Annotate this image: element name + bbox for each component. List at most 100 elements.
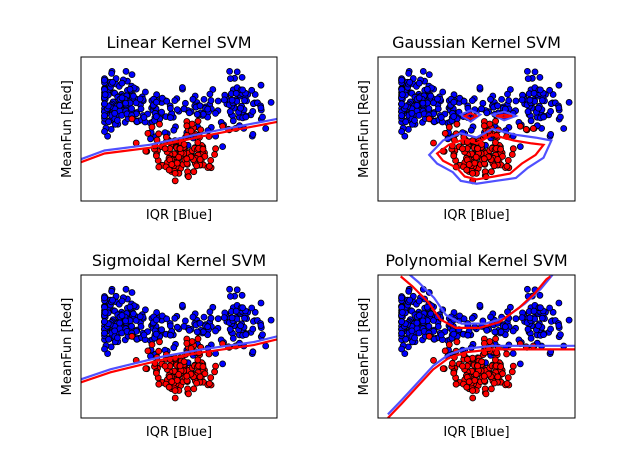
- point-red: [463, 166, 471, 174]
- point-blue: [114, 334, 121, 342]
- point-red: [194, 117, 202, 125]
- point-blue: [434, 95, 441, 103]
- point-blue: [181, 99, 189, 107]
- point-red: [509, 362, 517, 370]
- point-red: [165, 383, 173, 391]
- point-red: [494, 373, 502, 381]
- point-blue: [450, 113, 458, 120]
- point-blue: [166, 322, 174, 330]
- point-red: [492, 335, 500, 343]
- x-axis-label: IQR [Blue]: [443, 208, 509, 223]
- point-blue: [166, 104, 174, 112]
- point-red: [430, 356, 437, 364]
- decision-boundary-red: [435, 133, 546, 181]
- point-blue: [257, 81, 265, 89]
- point-blue: [129, 310, 137, 318]
- point-blue: [527, 117, 535, 125]
- point-red: [155, 163, 163, 171]
- point-red: [205, 162, 213, 170]
- point-red: [185, 173, 192, 181]
- point-blue: [132, 317, 140, 324]
- point-blue: [464, 331, 472, 339]
- point-blue: [140, 331, 148, 339]
- point-red: [212, 145, 220, 153]
- point-blue: [434, 323, 442, 330]
- point-blue: [487, 313, 494, 321]
- point-blue: [132, 99, 140, 107]
- point-red: [508, 368, 516, 376]
- point-blue: [200, 96, 208, 103]
- point-blue: [101, 294, 108, 302]
- point-red: [171, 177, 179, 185]
- point-blue: [415, 297, 423, 305]
- point-blue: [398, 76, 406, 84]
- point-blue: [411, 334, 419, 342]
- point-red: [152, 369, 160, 377]
- point-blue: [226, 292, 234, 300]
- point-blue: [450, 330, 458, 338]
- point-blue: [509, 350, 517, 357]
- point-blue: [229, 334, 237, 342]
- point-blue: [206, 308, 214, 316]
- point-blue: [437, 114, 445, 121]
- point-blue: [406, 78, 414, 86]
- point-red: [459, 362, 466, 370]
- point-red: [190, 168, 198, 176]
- point-blue: [526, 96, 534, 104]
- decision-island-red: [496, 113, 513, 119]
- subplot-1: Linear Kernel SVM IQR [Blue] MeanFun [Red]: [60, 33, 278, 223]
- point-red: [503, 350, 511, 358]
- point-blue: [398, 100, 406, 108]
- point-red: [128, 115, 136, 123]
- point-blue: [479, 99, 487, 107]
- point-blue: [189, 95, 197, 103]
- point-red: [156, 338, 163, 346]
- point-blue: [180, 322, 188, 330]
- point-blue: [423, 85, 431, 93]
- point-blue: [413, 319, 421, 327]
- point-red: [183, 372, 191, 380]
- decision-boundary-blue: [81, 335, 277, 381]
- point-blue: [476, 84, 484, 91]
- point-blue: [398, 345, 406, 353]
- point-red: [480, 155, 488, 163]
- point-blue: [565, 99, 573, 106]
- x-axis-label: IQR [Blue]: [443, 425, 509, 440]
- point-red: [155, 130, 163, 138]
- point-blue: [108, 287, 115, 295]
- point-blue: [555, 299, 563, 307]
- point-red: [183, 339, 191, 347]
- decision-boundary-blue: [387, 344, 575, 416]
- point-blue: [196, 319, 204, 327]
- point-blue: [398, 294, 406, 302]
- point-blue: [101, 91, 109, 98]
- point-blue: [518, 96, 526, 104]
- point-blue: [267, 99, 275, 106]
- point-blue: [141, 306, 149, 314]
- point-blue: [439, 88, 447, 96]
- point-blue: [196, 102, 204, 110]
- point-red: [171, 169, 179, 177]
- point-blue: [557, 331, 564, 339]
- point-red: [482, 390, 490, 398]
- point-blue: [122, 99, 129, 107]
- point-blue: [122, 317, 129, 325]
- point-blue: [512, 315, 520, 323]
- point-red: [499, 370, 506, 378]
- point-blue: [220, 96, 228, 104]
- point-blue: [101, 345, 108, 353]
- point-red: [144, 129, 152, 137]
- point-blue: [116, 319, 124, 327]
- point-red: [175, 370, 183, 378]
- point-blue: [262, 342, 270, 350]
- point-blue: [483, 109, 491, 117]
- point-blue: [114, 117, 121, 124]
- axes-frame: [80, 56, 278, 202]
- point-red: [491, 356, 499, 364]
- point-blue: [478, 105, 485, 113]
- point-blue: [415, 312, 423, 319]
- point-red: [148, 341, 156, 349]
- point-blue: [516, 360, 524, 368]
- point-blue: [237, 322, 245, 330]
